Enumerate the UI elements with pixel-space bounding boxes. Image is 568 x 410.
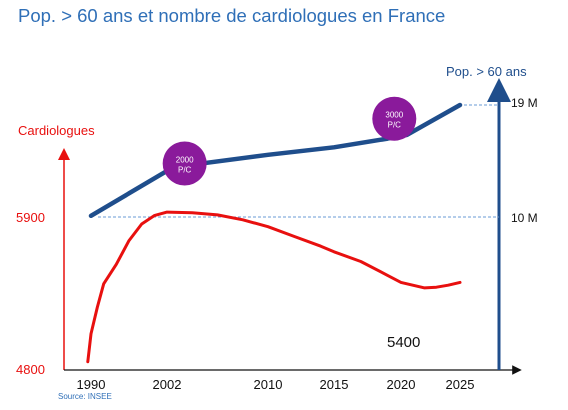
cardiologues-end-label: 5400 [387,334,420,351]
annotation-bubble: 2000 P/C [162,141,207,186]
source-note: Source: INSEE [58,392,112,401]
left-tick-label: 5900 [16,210,45,225]
annotation-bubble: 3000 P/C [372,96,417,141]
right-tick-label: 10 M [511,211,538,225]
chart-title: Pop. > 60 ans et nombre de cardiologues … [18,5,446,26]
right-tick-label: 19 M [511,96,538,110]
annotation-text: P/C [388,121,402,130]
left-axis-label: Cardiologues [18,123,95,138]
x-tick-label: 1990 [77,377,106,392]
left-tick-label: 4800 [16,362,45,377]
x-tick-label: 2025 [446,377,475,392]
cardiologues-series-line [86,210,462,364]
annotation-text: P/C [178,165,192,174]
annotation-text: 3000 [385,111,403,120]
x-tick-label: 2020 [387,377,416,392]
right-axis-label: Pop. > 60 ans [446,64,527,79]
x-tick-label: 2010 [254,377,283,392]
x-tick-label: 2015 [320,377,349,392]
annotation-text: 2000 [176,155,194,164]
x-tick-label: 2002 [153,377,182,392]
